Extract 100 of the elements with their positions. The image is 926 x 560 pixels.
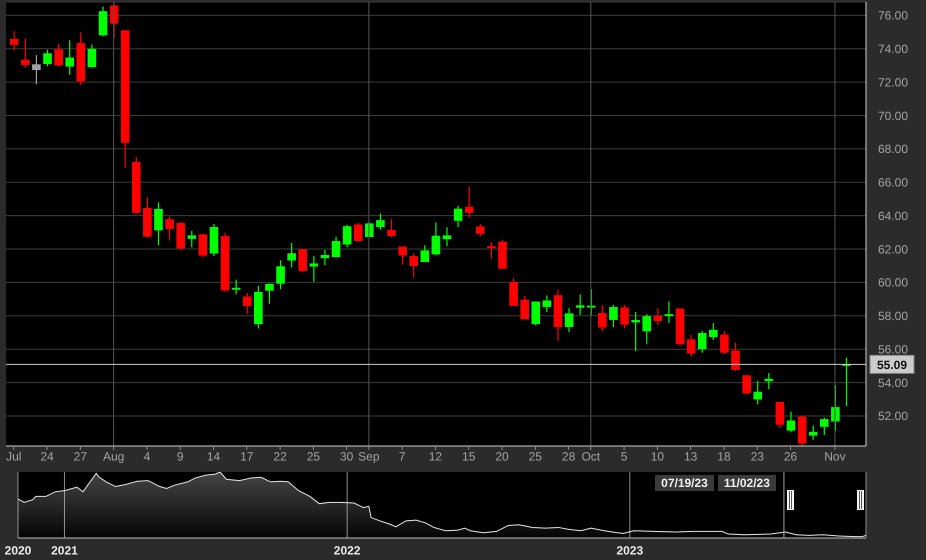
- candlestick: [310, 255, 318, 282]
- candlestick: [342, 224, 352, 248]
- x-tick-label: 10: [650, 450, 664, 464]
- x-tick-label: 2021: [51, 544, 78, 558]
- x-tick-label: 5: [620, 450, 628, 464]
- candlestick: [586, 288, 596, 316]
- y-tick-label: 60.00: [878, 276, 908, 290]
- candlestick: [265, 282, 274, 304]
- y-tick-label: 76.00: [878, 8, 908, 23]
- candlestick: [98, 6, 108, 37]
- candlestick: [165, 216, 174, 242]
- candlestick: [598, 304, 607, 332]
- candlestick: [432, 222, 440, 256]
- x-tick-label: 2020: [4, 544, 32, 558]
- candlestick: [487, 241, 496, 260]
- candlestick: [21, 38, 30, 68]
- candlestick: [764, 372, 774, 390]
- candlestick: [88, 44, 96, 68]
- candlestick: [776, 401, 784, 429]
- annotation: 11/02/23: [718, 475, 776, 491]
- candlestick: [287, 242, 296, 268]
- y-tick-label: 70.00: [878, 108, 908, 123]
- x-tick-label: 22: [273, 450, 288, 464]
- candlestick: [409, 252, 418, 278]
- y-tick-label: 56.00: [878, 342, 908, 356]
- x-tick-label: 26: [784, 450, 798, 464]
- y-tick-label: 54.00: [878, 376, 908, 390]
- annotation: 07/19/23: [655, 475, 714, 491]
- candlestick: [420, 244, 430, 263]
- candlestick: [442, 226, 452, 247]
- candlestick: [709, 322, 718, 341]
- candlestick: [664, 300, 674, 324]
- x-tick-label: 7: [398, 450, 406, 464]
- x-tick-label: 9: [176, 450, 184, 464]
- candlestick: [542, 294, 552, 313]
- x-tick-label: 27: [74, 450, 88, 464]
- candlestick: [354, 222, 363, 242]
- x-tick-label: 12: [428, 450, 442, 464]
- candlestick: [631, 311, 640, 352]
- ref-line-label: 55.09: [876, 358, 908, 372]
- x-tick-label: Oct: [581, 450, 601, 464]
- candlestick: [10, 30, 19, 52]
- candlestick: [564, 308, 574, 333]
- candlestick: [786, 411, 796, 433]
- candlestick: [298, 248, 308, 273]
- candlestick: [731, 342, 740, 372]
- candlestick: [509, 278, 518, 307]
- y-tick-label: 62.00: [878, 242, 908, 256]
- candlestick: [232, 278, 240, 296]
- candlestick: [242, 292, 252, 315]
- x-tick-label: 23: [750, 450, 764, 464]
- candlestick: [387, 218, 396, 238]
- candlestick: [43, 49, 52, 67]
- candlestick: [187, 230, 196, 248]
- x-tick-label: 2023: [616, 544, 644, 558]
- x-tick-label: 25: [306, 450, 320, 464]
- candlestick: [531, 300, 540, 326]
- x-tick-label: 17: [240, 450, 254, 464]
- y-tick-label: 66.00: [878, 176, 908, 190]
- y-tick-label: 74.00: [878, 42, 908, 56]
- candlestick: [398, 246, 407, 266]
- candlestick: [520, 296, 529, 320]
- candlestick: [808, 424, 818, 440]
- y-tick-label: 64.00: [878, 208, 908, 223]
- y-tick-label: 52.00: [878, 409, 908, 424]
- x-tick-label: 24: [40, 450, 54, 464]
- candlestick: [32, 54, 41, 85]
- candlestick: [332, 236, 340, 258]
- y-tick-label: 72.00: [878, 75, 908, 90]
- candlestick: [476, 224, 485, 237]
- x-tick-label: 25: [528, 450, 542, 464]
- x-tick-label: Jul: [6, 450, 22, 464]
- x-tick-label: 13: [684, 450, 698, 464]
- candlestick: [642, 314, 652, 344]
- candlestick: [753, 380, 762, 405]
- candlestick: [620, 304, 629, 330]
- x-tick-label: 15: [462, 450, 476, 464]
- x-tick-label: 30: [340, 450, 354, 464]
- candlestick: [698, 330, 707, 354]
- candlestick: [198, 232, 208, 258]
- candlestick: [820, 417, 829, 436]
- candlestick: [376, 212, 385, 230]
- candlestick: [576, 294, 584, 316]
- candlestick: [464, 186, 474, 218]
- candlestick: [276, 260, 285, 290]
- y-tick-label: 68.00: [878, 142, 908, 156]
- candlestick: [720, 330, 729, 355]
- x-tick-label: 4: [144, 450, 151, 464]
- candlestick: [154, 202, 163, 246]
- candlestick: [54, 43, 63, 66]
- x-tick-label: 28: [562, 450, 576, 464]
- candlestick: [65, 40, 74, 76]
- candlestick: [609, 304, 618, 328]
- x-tick-label: 2022: [334, 544, 361, 558]
- candlestick: [686, 334, 696, 358]
- candlestick: [454, 205, 462, 228]
- candlestick: [742, 374, 751, 394]
- x-tick-label: 14: [206, 450, 221, 464]
- x-tick-label: Aug: [102, 450, 124, 464]
- candlestick: [654, 308, 662, 326]
